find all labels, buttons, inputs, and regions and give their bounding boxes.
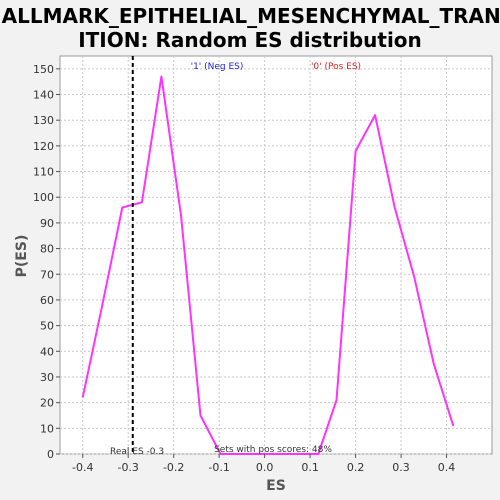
x-tick-label: -0.2 xyxy=(163,461,184,474)
y-tick-label: 10 xyxy=(40,422,54,435)
x-tick-label: 0.2 xyxy=(347,461,365,474)
y-tick-label: 140 xyxy=(33,89,54,102)
pos-scores-label: Sets with pos scores: 48% xyxy=(214,445,332,455)
y-tick-label: 0 xyxy=(47,448,54,461)
x-tick-label: -0.1 xyxy=(208,461,229,474)
x-tick-label: 0.3 xyxy=(392,461,410,474)
y-tick-label: 110 xyxy=(33,166,54,179)
chart-title-line1: HALLMARK_EPITHELIAL_MESENCHYMAL_TRANS xyxy=(0,4,500,28)
y-tick-label: 70 xyxy=(40,268,54,281)
plot-area xyxy=(59,55,493,455)
y-tick-label: 80 xyxy=(40,243,54,256)
y-tick-label: 60 xyxy=(40,294,54,307)
annotations: '1' (Neg ES) '0' (Pos ES) Real ES -0.3 Sets… xyxy=(110,62,361,457)
x-tick-label: -0.3 xyxy=(117,461,138,474)
y-axis-label: P(ES) xyxy=(14,235,30,278)
x-tick-label: -0.4 xyxy=(72,461,93,474)
y-tick-label: 150 xyxy=(33,63,54,76)
y-tick-label: 50 xyxy=(40,320,54,333)
es-distribution-line xyxy=(81,75,455,455)
y-tick-label: 130 xyxy=(33,114,54,127)
y-tick-label: 100 xyxy=(33,191,54,204)
x-ticks: -0.4 -0.3 -0.2 -0.1 0.0 0.1 0.2 0.3 0.4 xyxy=(72,454,455,474)
y-tick-label: 90 xyxy=(40,217,54,230)
y-tick-label: 30 xyxy=(40,371,54,384)
series-layer xyxy=(81,75,455,455)
x-tick-label: 0.1 xyxy=(301,461,319,474)
y-tick-label: 120 xyxy=(33,140,54,153)
x-axis-label: ES xyxy=(266,478,286,494)
real-es-label: Real ES -0.3 xyxy=(110,447,164,457)
neg-es-label: '1' (Neg ES) xyxy=(191,62,244,72)
y-tick-label: 40 xyxy=(40,345,54,358)
pos-es-label: '0' (Pos ES) xyxy=(311,62,361,72)
chart-title-line2: ITION: Random ES distribution xyxy=(78,28,422,52)
x-tick-label: 0.0 xyxy=(256,461,274,474)
x-tick-label: 0.4 xyxy=(438,461,456,474)
y-tick-label: 20 xyxy=(40,397,54,410)
y-ticks: 0 10 20 30 40 50 60 70 80 90 100 110 120 130 140 150 xyxy=(33,63,60,461)
